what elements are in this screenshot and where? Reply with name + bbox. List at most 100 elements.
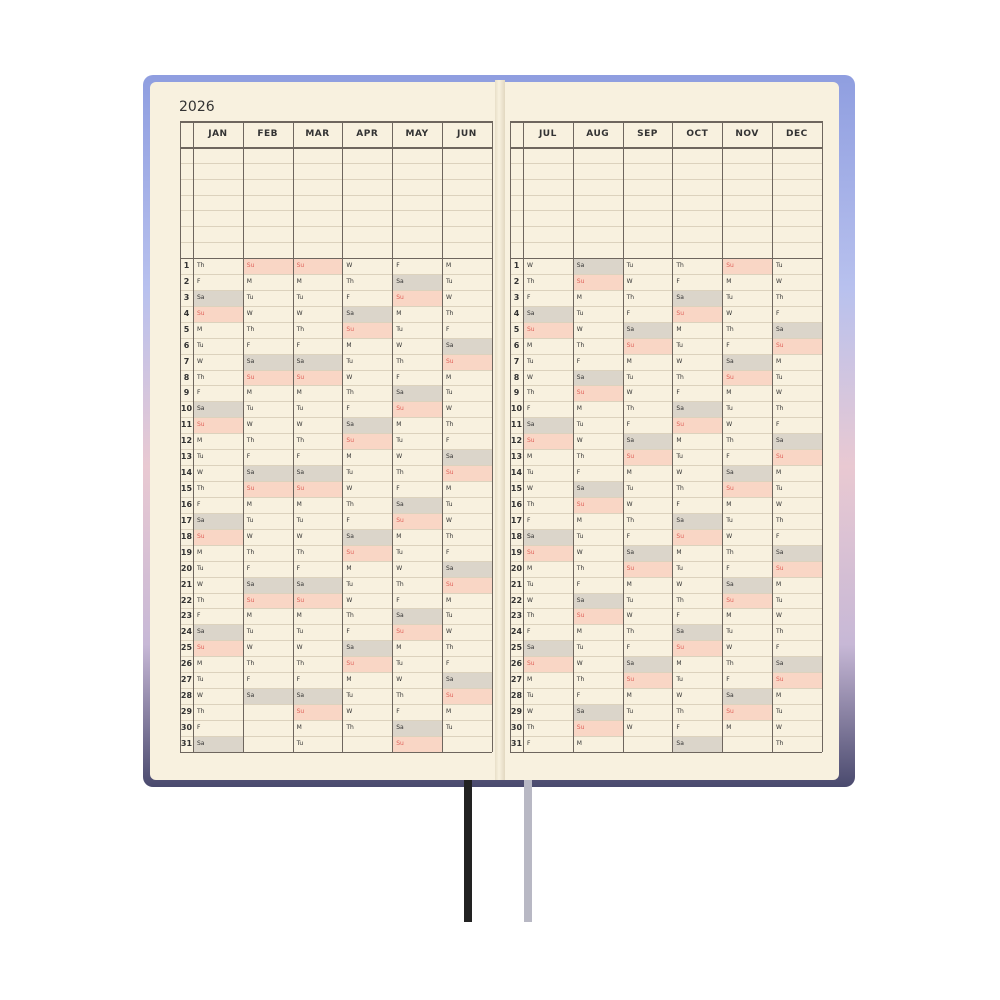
weekday-cell: F — [626, 309, 631, 317]
weekday-cell: F — [576, 580, 581, 588]
day-number: 18 — [510, 531, 523, 541]
weekday-cell: Th — [776, 293, 784, 301]
day-number: 31 — [180, 738, 193, 748]
weekday-cell: Su — [673, 641, 723, 657]
weekday-cell: Th — [626, 405, 635, 413]
day-number: 2 — [513, 276, 520, 286]
weekday-cell: M — [626, 469, 632, 477]
weekday-cell: Th — [296, 548, 305, 556]
weekday-cell: Th — [446, 309, 454, 317]
weekday-cell: Sa — [773, 322, 822, 338]
day-number: 10 — [180, 404, 193, 414]
day-row-line — [180, 481, 492, 483]
bookmark-ribbon-gray[interactable] — [524, 780, 532, 922]
weekday-cell: Sa — [194, 736, 243, 752]
weekday-cell: Th — [396, 357, 404, 365]
weekday-cell: W — [527, 485, 533, 493]
weekday-cell: Tu — [576, 421, 584, 429]
weekday-cell: Sa — [293, 577, 343, 593]
day-number: 7 — [513, 356, 520, 366]
weekday-cell: M — [446, 485, 452, 493]
weekday-cell: F — [726, 341, 730, 349]
column-divider — [523, 121, 524, 752]
day-row-line — [180, 305, 492, 307]
table-top-border — [510, 121, 822, 123]
weekday-cell: Sa — [243, 354, 293, 370]
weekday-cell: Su — [723, 370, 772, 386]
day-number: 29 — [510, 707, 523, 717]
weekday-cell: Tu — [576, 309, 584, 317]
day-row-line — [510, 337, 822, 339]
weekday-cell: Su — [524, 657, 573, 673]
weekday-cell: Su — [343, 434, 393, 450]
day-row-line — [510, 512, 822, 514]
weekday-cell: Tu — [527, 357, 534, 365]
weekday-cell: F — [246, 341, 251, 349]
day-row-line — [180, 401, 492, 403]
weekday-cell: Th — [676, 373, 684, 381]
day-row-line — [510, 369, 822, 371]
weekday-cell: F — [446, 660, 450, 668]
weekday-cell: Su — [293, 370, 343, 386]
weekday-cell: F — [197, 277, 201, 285]
blank-row-line — [180, 210, 492, 212]
weekday-cell: W — [626, 500, 633, 508]
bookmark-ribbon-black[interactable] — [464, 780, 472, 922]
day-number: 22 — [510, 595, 523, 605]
weekday-cell: Sa — [443, 450, 492, 466]
weekday-cell: F — [576, 357, 581, 365]
day-number: 1 — [513, 261, 520, 270]
weekday-cell: Sa — [443, 338, 492, 354]
weekday-cell: Su — [573, 274, 623, 290]
weekday-cell: Sa — [573, 370, 623, 386]
day-number: 1 — [183, 261, 190, 270]
weekday-cell: M — [776, 357, 782, 365]
weekday-cell: W — [296, 644, 303, 652]
column-divider — [510, 121, 511, 752]
weekday-cell: Th — [676, 708, 684, 716]
weekday-cell: Tu — [246, 516, 254, 524]
day-number: 8 — [513, 372, 520, 382]
weekday-cell: Su — [524, 322, 573, 338]
weekday-cell: F — [576, 469, 581, 477]
weekday-cell: Tu — [726, 293, 733, 301]
weekday-cell: W — [726, 532, 733, 540]
weekday-cell: Th — [626, 628, 635, 636]
weekday-cell: Sa — [673, 513, 723, 529]
day-row-line — [180, 449, 492, 451]
weekday-cell: Th — [576, 341, 585, 349]
weekday-cell: Th — [246, 660, 255, 668]
weekday-cell: Su — [573, 720, 623, 736]
weekday-cell: W — [776, 500, 782, 508]
weekday-cell: Th — [396, 692, 404, 700]
day-row-line — [510, 289, 822, 291]
weekday-cell: Su — [293, 705, 343, 720]
weekday-cell: W — [576, 437, 583, 445]
weekday-cell: Tu — [776, 485, 783, 493]
weekday-cell: M — [576, 293, 582, 301]
day-number: 19 — [510, 547, 523, 557]
day-row-line — [180, 719, 492, 721]
weekday-cell: Sa — [723, 354, 772, 370]
day-row-line — [510, 496, 822, 498]
day-number: 11 — [180, 420, 193, 430]
weekday-cell: Sa — [573, 593, 623, 609]
weekday-cell: Th — [576, 453, 585, 461]
column-divider — [193, 121, 194, 752]
day-row-line — [510, 704, 822, 706]
weekday-cell: M — [726, 612, 732, 620]
weekday-cell: Sa — [293, 354, 343, 370]
weekday-cell: F — [396, 262, 400, 269]
blank-row-line — [180, 178, 492, 180]
weekday-cell: Tu — [446, 612, 453, 620]
weekday-cell: Th — [726, 660, 734, 668]
blank-row-line — [180, 226, 492, 228]
weekday-cell: M — [726, 500, 732, 508]
month-header-sep: SEP — [637, 129, 658, 139]
blank-row-line — [510, 226, 822, 228]
day-number: 3 — [513, 292, 520, 302]
weekday-cell: W — [776, 277, 782, 285]
weekday-cell: Tu — [296, 293, 304, 301]
weekday-cell: Su — [393, 513, 442, 529]
weekday-cell: F — [676, 389, 680, 397]
